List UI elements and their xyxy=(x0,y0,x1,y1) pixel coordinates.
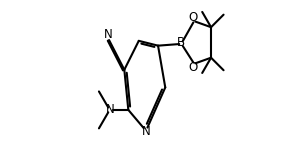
Text: O: O xyxy=(188,11,197,24)
Text: N: N xyxy=(104,28,113,41)
Text: N: N xyxy=(142,125,150,138)
Text: N: N xyxy=(105,103,114,116)
Text: B: B xyxy=(177,36,185,49)
Text: O: O xyxy=(188,61,197,74)
